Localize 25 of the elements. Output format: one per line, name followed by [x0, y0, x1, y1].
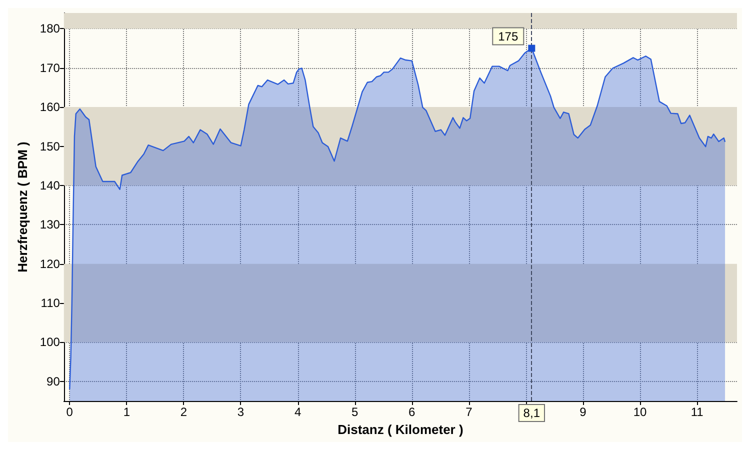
x-tick-label: 7 — [466, 405, 473, 419]
x-tick-label: 11 — [690, 405, 704, 419]
x-tick-label: 4 — [294, 405, 302, 419]
x-tick-label: 9 — [580, 405, 587, 419]
x-axis-title: Distanz ( Kilometer ) — [338, 422, 464, 437]
x-tick-label: 6 — [408, 405, 416, 419]
y-tick-label: 160 — [40, 100, 60, 114]
y-tick-label: 170 — [40, 60, 60, 75]
y-tick-label: 120 — [40, 256, 60, 271]
y-tick-label: 140 — [40, 178, 60, 192]
x-tick-label: 3 — [237, 405, 244, 419]
x-tick-label: 10 — [633, 405, 648, 419]
x-tick-label: 2 — [180, 405, 188, 419]
y-axis-title: Herzfrequenz ( BPM ) — [15, 142, 30, 272]
y-tick-label: 150 — [40, 139, 60, 154]
y-tick-label: 90 — [46, 374, 60, 388]
y-tick-label: 110 — [40, 296, 60, 310]
y-tick-label: 100 — [40, 335, 60, 350]
y-tick-label: 180 — [40, 22, 60, 36]
x-tick-label: 5 — [351, 405, 358, 419]
ref-line-label: 8,1 — [523, 406, 540, 420]
x-tick-label: 0 — [66, 405, 74, 419]
annotation: 175 — [498, 29, 518, 44]
x-tick-label: 1 — [123, 405, 130, 419]
y-tick-label: 130 — [40, 218, 60, 232]
